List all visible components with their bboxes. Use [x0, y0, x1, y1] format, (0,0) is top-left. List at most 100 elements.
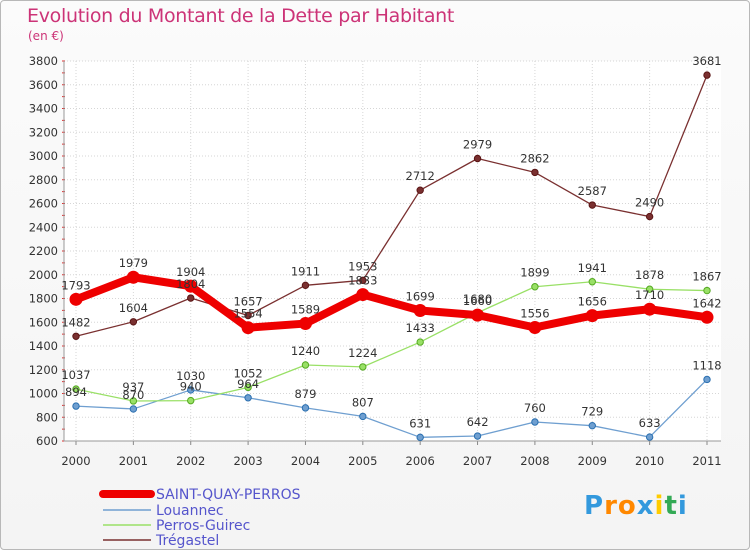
series-line [75, 281, 708, 402]
y-tick-label: 600 [36, 434, 58, 448]
data-label: 1793 [61, 278, 90, 292]
chart-title: Evolution du Montant de la Dette par Hab… [27, 5, 455, 27]
data-label: 1878 [635, 268, 664, 282]
series-line [75, 378, 708, 438]
data-label: 940 [180, 380, 202, 394]
data-label: 1118 [692, 358, 721, 372]
data-point [301, 361, 310, 369]
data-point [244, 383, 252, 392]
x-tick-label: 2000 [61, 454, 90, 468]
data-point [244, 311, 252, 320]
series-line [72, 273, 711, 332]
data-point [241, 321, 255, 335]
data-point [187, 294, 195, 302]
data-label: 729 [581, 405, 603, 419]
x-tick-label: 2003 [233, 454, 262, 468]
data-point [416, 186, 424, 194]
data-label: 631 [409, 416, 431, 430]
data-label: 1556 [520, 306, 549, 320]
y-tick-label: 2000 [29, 268, 58, 282]
data-label: 760 [524, 401, 546, 415]
y-tick-label: 2600 [29, 197, 58, 211]
data-point [301, 281, 310, 290]
y-tick-label: 2200 [29, 244, 58, 258]
legend-label: Louannec [156, 503, 224, 519]
data-label: 1867 [692, 270, 721, 284]
data-label: 1037 [61, 368, 90, 382]
data-point [703, 71, 711, 79]
x-tick-label: 2002 [176, 454, 205, 468]
data-label: 870 [122, 388, 144, 402]
data-point [528, 320, 542, 334]
data-point [72, 332, 80, 340]
data-label: 1680 [463, 292, 492, 306]
data-point [700, 310, 714, 324]
data-point [301, 404, 310, 412]
plot-area [64, 61, 721, 441]
x-tick-label: 2007 [463, 454, 492, 468]
data-label: 964 [237, 377, 259, 391]
y-tick-label: 800 [36, 410, 58, 424]
data-point [129, 318, 138, 326]
data-label: 1911 [291, 264, 320, 278]
data-point [129, 405, 138, 413]
data-point [187, 386, 195, 394]
y-tick-label: 1000 [29, 387, 58, 401]
data-label: 1656 [578, 295, 607, 309]
y-tick-label: 3600 [29, 78, 58, 92]
y-tick-label: 3400 [29, 102, 58, 116]
data-label: 2490 [635, 196, 664, 210]
data-point [588, 201, 596, 209]
data-label: 633 [639, 416, 661, 430]
y-tick-label: 2400 [29, 220, 58, 234]
data-point [356, 288, 370, 302]
data-label: 807 [352, 395, 374, 409]
y-tick-label: 3800 [29, 54, 58, 68]
data-point [703, 375, 711, 384]
data-label: 1052 [233, 366, 262, 380]
data-label: 1433 [406, 321, 435, 335]
data-point [471, 308, 485, 322]
data-point [359, 276, 367, 285]
data-point [126, 270, 140, 284]
x-tick-label: 2005 [348, 454, 377, 468]
data-point [588, 278, 596, 286]
data-label: 1904 [176, 265, 205, 279]
data-label: 3681 [692, 54, 721, 68]
y-tick-label: 1800 [29, 292, 58, 306]
data-point [531, 283, 539, 291]
y-tick-label: 3000 [29, 149, 58, 163]
data-label: 2862 [520, 151, 549, 165]
data-label: 1657 [233, 294, 262, 308]
y-tick-label: 2800 [29, 173, 58, 187]
data-point [416, 433, 424, 442]
data-point [244, 394, 252, 402]
data-point [413, 303, 427, 317]
data-point [531, 168, 539, 177]
data-label: 1482 [61, 315, 90, 329]
data-label: 642 [467, 415, 489, 429]
data-label: 879 [294, 387, 316, 401]
x-tick-label: 2010 [635, 454, 664, 468]
data-point [643, 302, 657, 316]
data-point [703, 286, 711, 295]
data-label: 937 [122, 380, 144, 394]
data-point [473, 432, 482, 440]
data-label: 894 [65, 385, 87, 399]
data-point [588, 421, 596, 430]
data-point [69, 292, 83, 306]
data-point [645, 285, 654, 293]
x-tick-label: 2006 [406, 454, 435, 468]
data-point [645, 433, 654, 441]
x-tick-label: 2011 [692, 454, 721, 468]
legend-label: Trégastel [155, 533, 219, 549]
data-point [473, 154, 482, 163]
data-point [645, 212, 654, 221]
y-tick-label: 3200 [29, 125, 58, 139]
data-point [72, 385, 80, 393]
y-tick-label: 1600 [29, 315, 58, 329]
data-label: 1899 [520, 266, 549, 280]
data-label: 1554 [233, 307, 262, 321]
series-line [75, 74, 708, 337]
